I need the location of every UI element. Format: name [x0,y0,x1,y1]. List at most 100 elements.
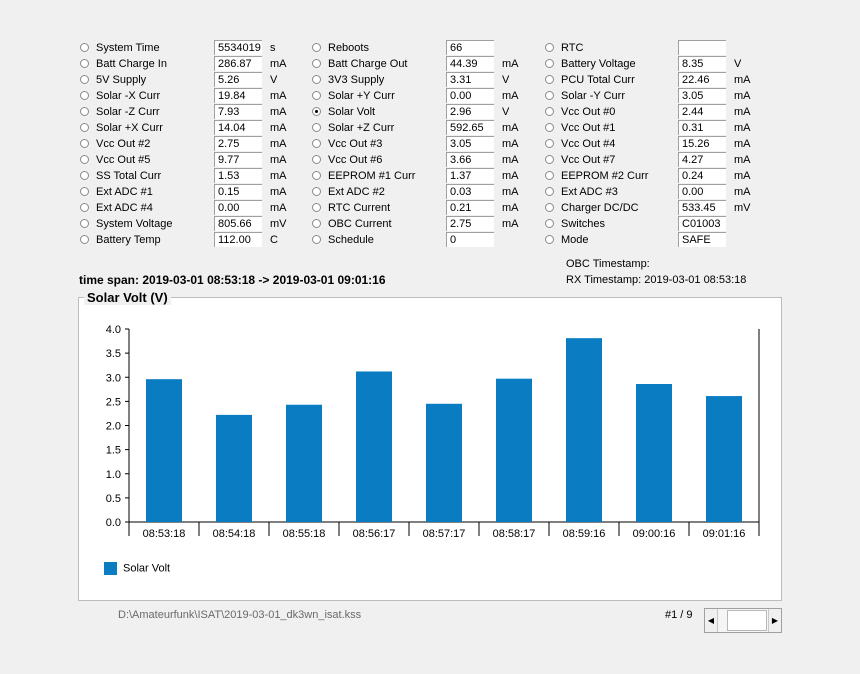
parameter-label[interactable]: Schedule [328,234,374,246]
parameter-label[interactable]: SS Total Curr [96,170,162,182]
parameter-label[interactable]: RTC [561,42,584,54]
parameter-radio[interactable] [545,139,554,148]
bar [496,378,532,522]
parameter-radio[interactable] [80,43,89,52]
parameter-radio[interactable] [312,123,321,132]
scroll-left-arrow-icon[interactable]: ◀ [705,609,718,632]
parameter-value-field: 112.00 [214,232,262,247]
parameter-label[interactable]: Solar -X Curr [96,90,161,102]
parameter-radio[interactable] [312,171,321,180]
bar [706,396,742,522]
parameter-label[interactable]: Vcc Out #7 [561,154,616,166]
bar [636,384,672,522]
parameter-label[interactable]: Solar -Y Curr [561,90,625,102]
parameter-label[interactable]: Vcc Out #2 [96,138,151,150]
parameter-label[interactable]: Vcc Out #1 [561,122,616,134]
parameter-radio[interactable] [312,91,321,100]
parameter-label[interactable]: Solar +Y Curr [328,90,395,102]
parameter-radio[interactable] [80,203,89,212]
parameter-radio[interactable] [80,187,89,196]
parameter-label[interactable]: RTC Current [328,202,391,214]
parameter-label[interactable]: Solar +Z Curr [328,122,395,134]
parameter-label[interactable]: Ext ADC #1 [96,186,153,198]
parameter-radio[interactable] [80,123,89,132]
parameter-radio[interactable] [312,107,321,116]
parameter-label[interactable]: 5V Supply [96,74,147,86]
parameter-unit: mA [270,90,287,102]
parameter-label[interactable]: Ext ADC #2 [328,186,385,198]
parameter-radio[interactable] [80,139,89,148]
parameter-label[interactable]: Charger DC/DC [561,202,639,214]
parameter-label[interactable]: Ext ADC #3 [561,186,618,198]
parameter-value-field: 2.75 [446,216,494,231]
parameter-radio[interactable] [545,107,554,116]
parameter-value-field: 0.00 [678,184,726,199]
parameter-label[interactable]: Mode [561,234,589,246]
parameter-label[interactable]: Batt Charge Out [328,58,408,70]
parameter-label[interactable]: Vcc Out #0 [561,106,616,118]
parameter-radio[interactable] [80,155,89,164]
parameter-label[interactable]: System Voltage [96,218,173,230]
parameter-radio[interactable] [545,59,554,68]
parameter-unit: mA [270,58,287,70]
parameter-radio[interactable] [80,171,89,180]
parameter-radio[interactable] [545,219,554,228]
parameter-value-field: C01003 [678,216,726,231]
parameter-radio[interactable] [312,235,321,244]
parameter-radio[interactable] [545,91,554,100]
parameter-label[interactable]: Batt Charge In [96,58,167,70]
x-tick-label: 08:57:17 [423,528,466,540]
parameter-label[interactable]: OBC Current [328,218,392,230]
parameter-radio[interactable] [80,219,89,228]
parameter-radio[interactable] [312,155,321,164]
parameter-radio[interactable] [312,203,321,212]
parameter-label[interactable]: EEPROM #2 Curr [561,170,649,182]
parameter-label[interactable]: Vcc Out #3 [328,138,383,150]
parameter-radio[interactable] [545,171,554,180]
parameter-unit: mA [734,170,751,182]
parameter-radio[interactable] [312,187,321,196]
scroll-thumb[interactable] [727,610,767,631]
parameter-radio[interactable] [545,43,554,52]
parameter-label[interactable]: Reboots [328,42,369,54]
bar-chart: 0.0 0.5 1.0 1.5 2.0 2.5 3.0 3.5 4.0 08:53:18 08:54… [106,324,760,540]
parameter-radio[interactable] [545,203,554,212]
parameter-radio[interactable] [312,219,321,228]
scroll-right-arrow-icon[interactable]: ▶ [768,609,781,632]
parameter-label[interactable]: EEPROM #1 Curr [328,170,416,182]
parameter-label[interactable]: Battery Voltage [561,58,636,70]
parameter-radio[interactable] [312,59,321,68]
parameter-label[interactable]: Solar -Z Curr [96,106,160,118]
parameter-label[interactable]: System Time [96,42,160,54]
parameter-label[interactable]: Vcc Out #6 [328,154,383,166]
parameter-label[interactable]: Solar +X Curr [96,122,163,134]
parameter-unit: mA [734,154,751,166]
parameter-label[interactable]: Vcc Out #4 [561,138,616,150]
parameter-radio[interactable] [545,75,554,84]
parameter-radio[interactable] [80,75,89,84]
parameter-label[interactable]: Switches [561,218,606,230]
parameter-radio[interactable] [545,187,554,196]
parameter-label[interactable]: Ext ADC #4 [96,202,153,214]
parameter-unit: mA [502,138,519,150]
parameter-radio[interactable] [80,59,89,68]
parameter-label[interactable]: PCU Total Curr [561,74,635,86]
parameter-radio[interactable] [312,75,321,84]
parameter-radio[interactable] [312,139,321,148]
parameter-radio[interactable] [80,107,89,116]
parameter-radio[interactable] [80,235,89,244]
parameter-label[interactable]: Battery Temp [96,234,161,246]
parameter-radio[interactable] [80,91,89,100]
parameter-radio[interactable] [545,155,554,164]
parameter-radio[interactable] [312,43,321,52]
record-scrollbar[interactable]: ◀ ▶ [704,608,782,633]
parameter-label[interactable]: 3V3 Supply [328,74,385,86]
parameter-radio[interactable] [545,235,554,244]
parameter-unit: mA [734,122,751,134]
parameter-label[interactable]: Solar Volt [328,106,376,118]
parameter-label[interactable]: Vcc Out #5 [96,154,151,166]
bar [356,371,392,522]
parameter-radio[interactable] [545,123,554,132]
parameter-value-field: 3.31 [446,72,494,87]
parameter-unit: mA [270,186,287,198]
